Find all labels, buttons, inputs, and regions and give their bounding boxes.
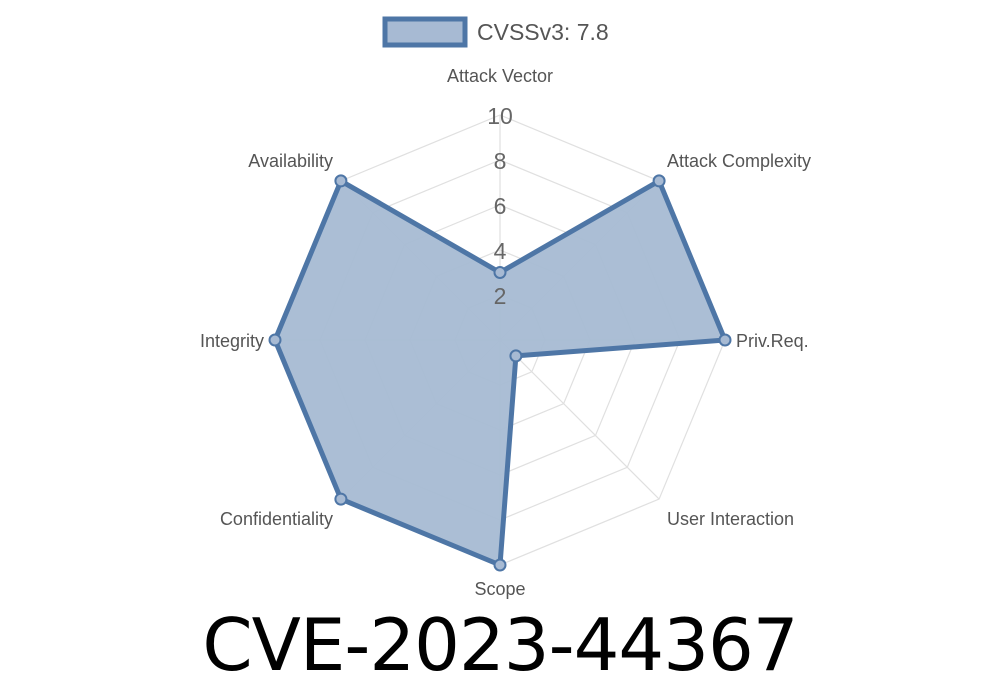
axis-label: Scope bbox=[474, 579, 525, 599]
legend-label: CVSSv3: 7.8 bbox=[477, 19, 609, 45]
axis-label: Confidentiality bbox=[220, 509, 333, 529]
axis-label: Availability bbox=[248, 151, 333, 171]
series-area bbox=[275, 180, 725, 565]
tick-label: 2 bbox=[494, 283, 507, 309]
chart-title: CVE-2023-44367 bbox=[202, 603, 798, 687]
tick-label: 8 bbox=[494, 148, 507, 174]
axis-label: Attack Complexity bbox=[667, 151, 811, 171]
axis-label: Priv.Req. bbox=[736, 331, 809, 351]
legend-swatch bbox=[382, 16, 468, 48]
data-point bbox=[493, 266, 507, 279]
data-point bbox=[334, 492, 348, 506]
tick-label: 10 bbox=[487, 103, 513, 129]
data-point bbox=[334, 174, 348, 188]
data-point bbox=[509, 349, 523, 363]
axis-label: Integrity bbox=[200, 331, 264, 351]
tick-label: 6 bbox=[494, 193, 507, 219]
data-point bbox=[652, 174, 666, 188]
axis-label: User Interaction bbox=[667, 509, 794, 529]
axis-label: Attack Vector bbox=[447, 66, 553, 86]
data-point bbox=[718, 333, 732, 347]
tick-label: 4 bbox=[494, 238, 507, 264]
data-point bbox=[268, 333, 282, 347]
grid-spoke bbox=[499, 339, 660, 500]
data-point bbox=[493, 558, 507, 572]
